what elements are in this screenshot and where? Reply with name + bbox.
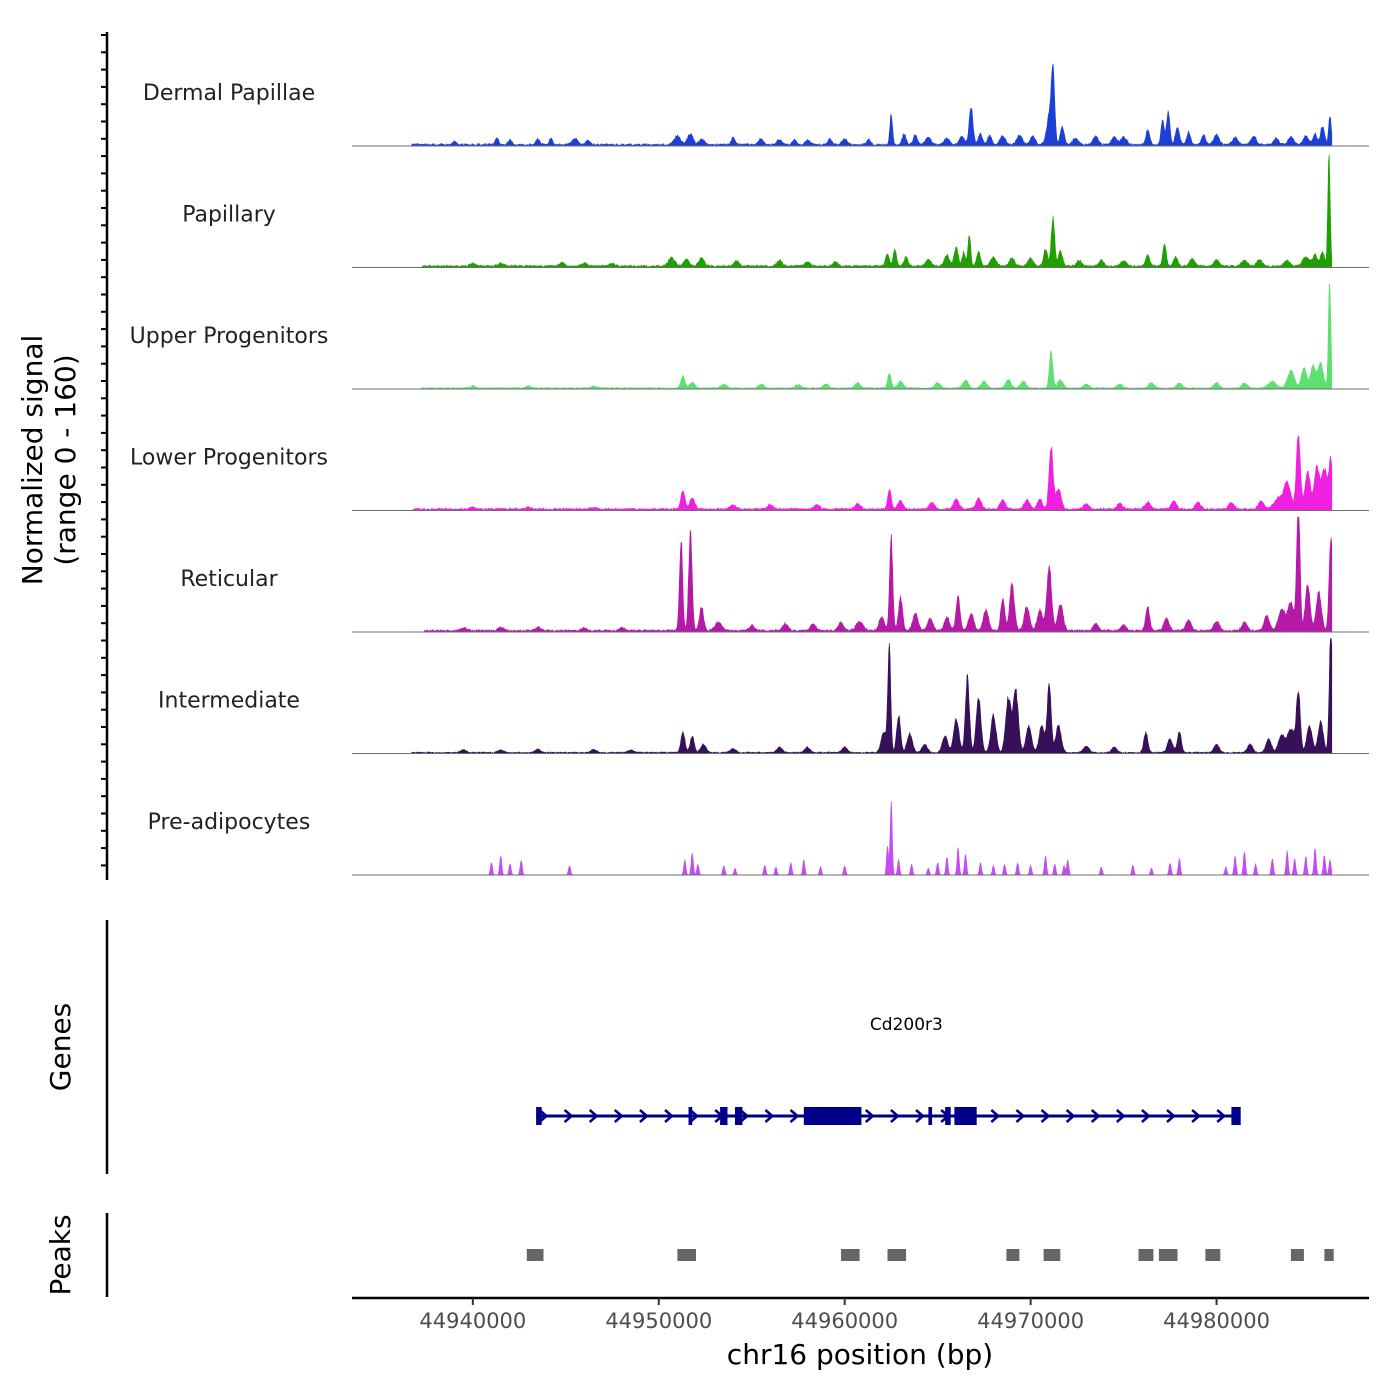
track-label: Lower Progenitors — [130, 446, 328, 471]
peak-region — [526, 1249, 544, 1261]
peak-region — [1138, 1249, 1154, 1261]
exon — [1231, 1107, 1241, 1125]
coverage-area-upper-progenitors — [411, 283, 1333, 390]
track-dermal-papillae: Dermal Papillae — [143, 63, 1369, 147]
x-tick-label: 44940000 — [419, 1309, 526, 1333]
strand-chevron — [890, 1109, 900, 1123]
strand-chevron — [563, 1109, 574, 1123]
x-axis-title: chr16 position (bp) — [727, 1338, 993, 1371]
peaks-panel: Peaks — [44, 1213, 1334, 1297]
strand-chevron — [639, 1109, 649, 1123]
track-upper-progenitors: Upper Progenitors — [130, 283, 1369, 390]
strand-chevron — [538, 1109, 549, 1123]
track-label: Upper Progenitors — [130, 324, 329, 349]
strand-chevron — [613, 1109, 624, 1123]
genes-label: Genes — [44, 1003, 77, 1091]
coverage-y-ticks — [101, 34, 107, 867]
exon — [945, 1107, 951, 1125]
peaks-label: Peaks — [44, 1214, 77, 1295]
genes-panel: Genes Cd200r3 — [44, 920, 1241, 1174]
peak-region — [841, 1249, 860, 1261]
coverage-area-dermal-papillae — [411, 63, 1333, 147]
exon — [536, 1107, 542, 1125]
track-label: Papillary — [182, 203, 276, 228]
peak-region — [677, 1249, 696, 1261]
strand-chevron — [990, 1109, 1001, 1123]
x-tick-label: 44950000 — [605, 1309, 712, 1333]
strand-chevron — [1115, 1109, 1126, 1123]
peak-region — [1006, 1249, 1020, 1261]
gene-cd200r3: Cd200r3 — [536, 1015, 1241, 1125]
coverage-tracks: Dermal Papillae Papillary Upper Progenitor… — [130, 63, 1369, 876]
peak-region — [1205, 1249, 1221, 1261]
peak-region — [1043, 1249, 1061, 1261]
track-label: Reticular — [180, 567, 278, 592]
strand-chevron — [764, 1109, 775, 1123]
x-axis: 44940000 44950000 44960000 44970000 44980000… — [352, 1296, 1369, 1371]
strand-chevron — [1090, 1109, 1101, 1123]
coverage-y-axis-label: Normalized signal — [16, 335, 49, 586]
strand-chevron — [588, 1109, 599, 1123]
track-pre-adipocytes: Pre-adipocytes — [148, 801, 1369, 876]
strand-chevron — [1216, 1109, 1227, 1123]
coverage-area-reticular — [411, 516, 1333, 633]
strand-chevron — [1166, 1109, 1176, 1123]
exon — [688, 1107, 693, 1125]
peak-region — [887, 1249, 907, 1261]
strand-chevron — [689, 1109, 700, 1123]
x-ticks: 44940000 44950000 44960000 44970000 44980000 — [419, 1298, 1270, 1333]
exon — [735, 1107, 743, 1125]
peak-regions — [526, 1249, 1334, 1261]
strand-chevron — [1065, 1109, 1076, 1123]
coverage-panel: Normalized signal (range 0 - 160) Dermal… — [16, 32, 1369, 880]
track-label: Intermediate — [158, 689, 300, 714]
x-tick-label: 44960000 — [791, 1309, 898, 1333]
coverage-area-papillary — [411, 154, 1333, 268]
track-intermediate: Intermediate — [158, 638, 1369, 754]
track-papillary: Papillary — [182, 154, 1369, 268]
strand-chevron — [864, 1109, 875, 1123]
x-tick-label: 44970000 — [977, 1309, 1084, 1333]
exon — [803, 1107, 862, 1125]
x-tick-label: 44980000 — [1163, 1309, 1270, 1333]
strand-chevron — [789, 1109, 800, 1123]
peak-region — [1290, 1249, 1304, 1261]
strand-chevron — [915, 1109, 925, 1123]
strand-chevron — [739, 1109, 750, 1123]
strand-chevron — [1015, 1109, 1026, 1123]
strand-chevron — [1040, 1109, 1051, 1123]
coverage-area-intermediate — [411, 638, 1333, 754]
exon — [720, 1107, 728, 1125]
coverage-y-axis-range-label: (range 0 - 160) — [49, 354, 82, 565]
exon — [954, 1107, 977, 1125]
exon — [928, 1107, 933, 1125]
track-reticular: Reticular — [180, 516, 1369, 633]
track-label: Dermal Papillae — [143, 81, 315, 106]
gene-models: Cd200r3 — [536, 1015, 1241, 1125]
coverage-area-lower-progenitors — [411, 435, 1333, 511]
track-lower-progenitors: Lower Progenitors — [130, 435, 1369, 511]
strand-chevron — [664, 1109, 674, 1123]
strand-chevron — [1141, 1109, 1151, 1123]
track-label: Pre-adipocytes — [148, 810, 311, 835]
coverage-area-pre-adipocytes — [411, 801, 1333, 876]
peak-region — [1158, 1249, 1178, 1261]
peak-region — [1324, 1249, 1334, 1261]
strand-chevron — [1191, 1109, 1202, 1123]
gene-name-label: Cd200r3 — [870, 1015, 943, 1035]
